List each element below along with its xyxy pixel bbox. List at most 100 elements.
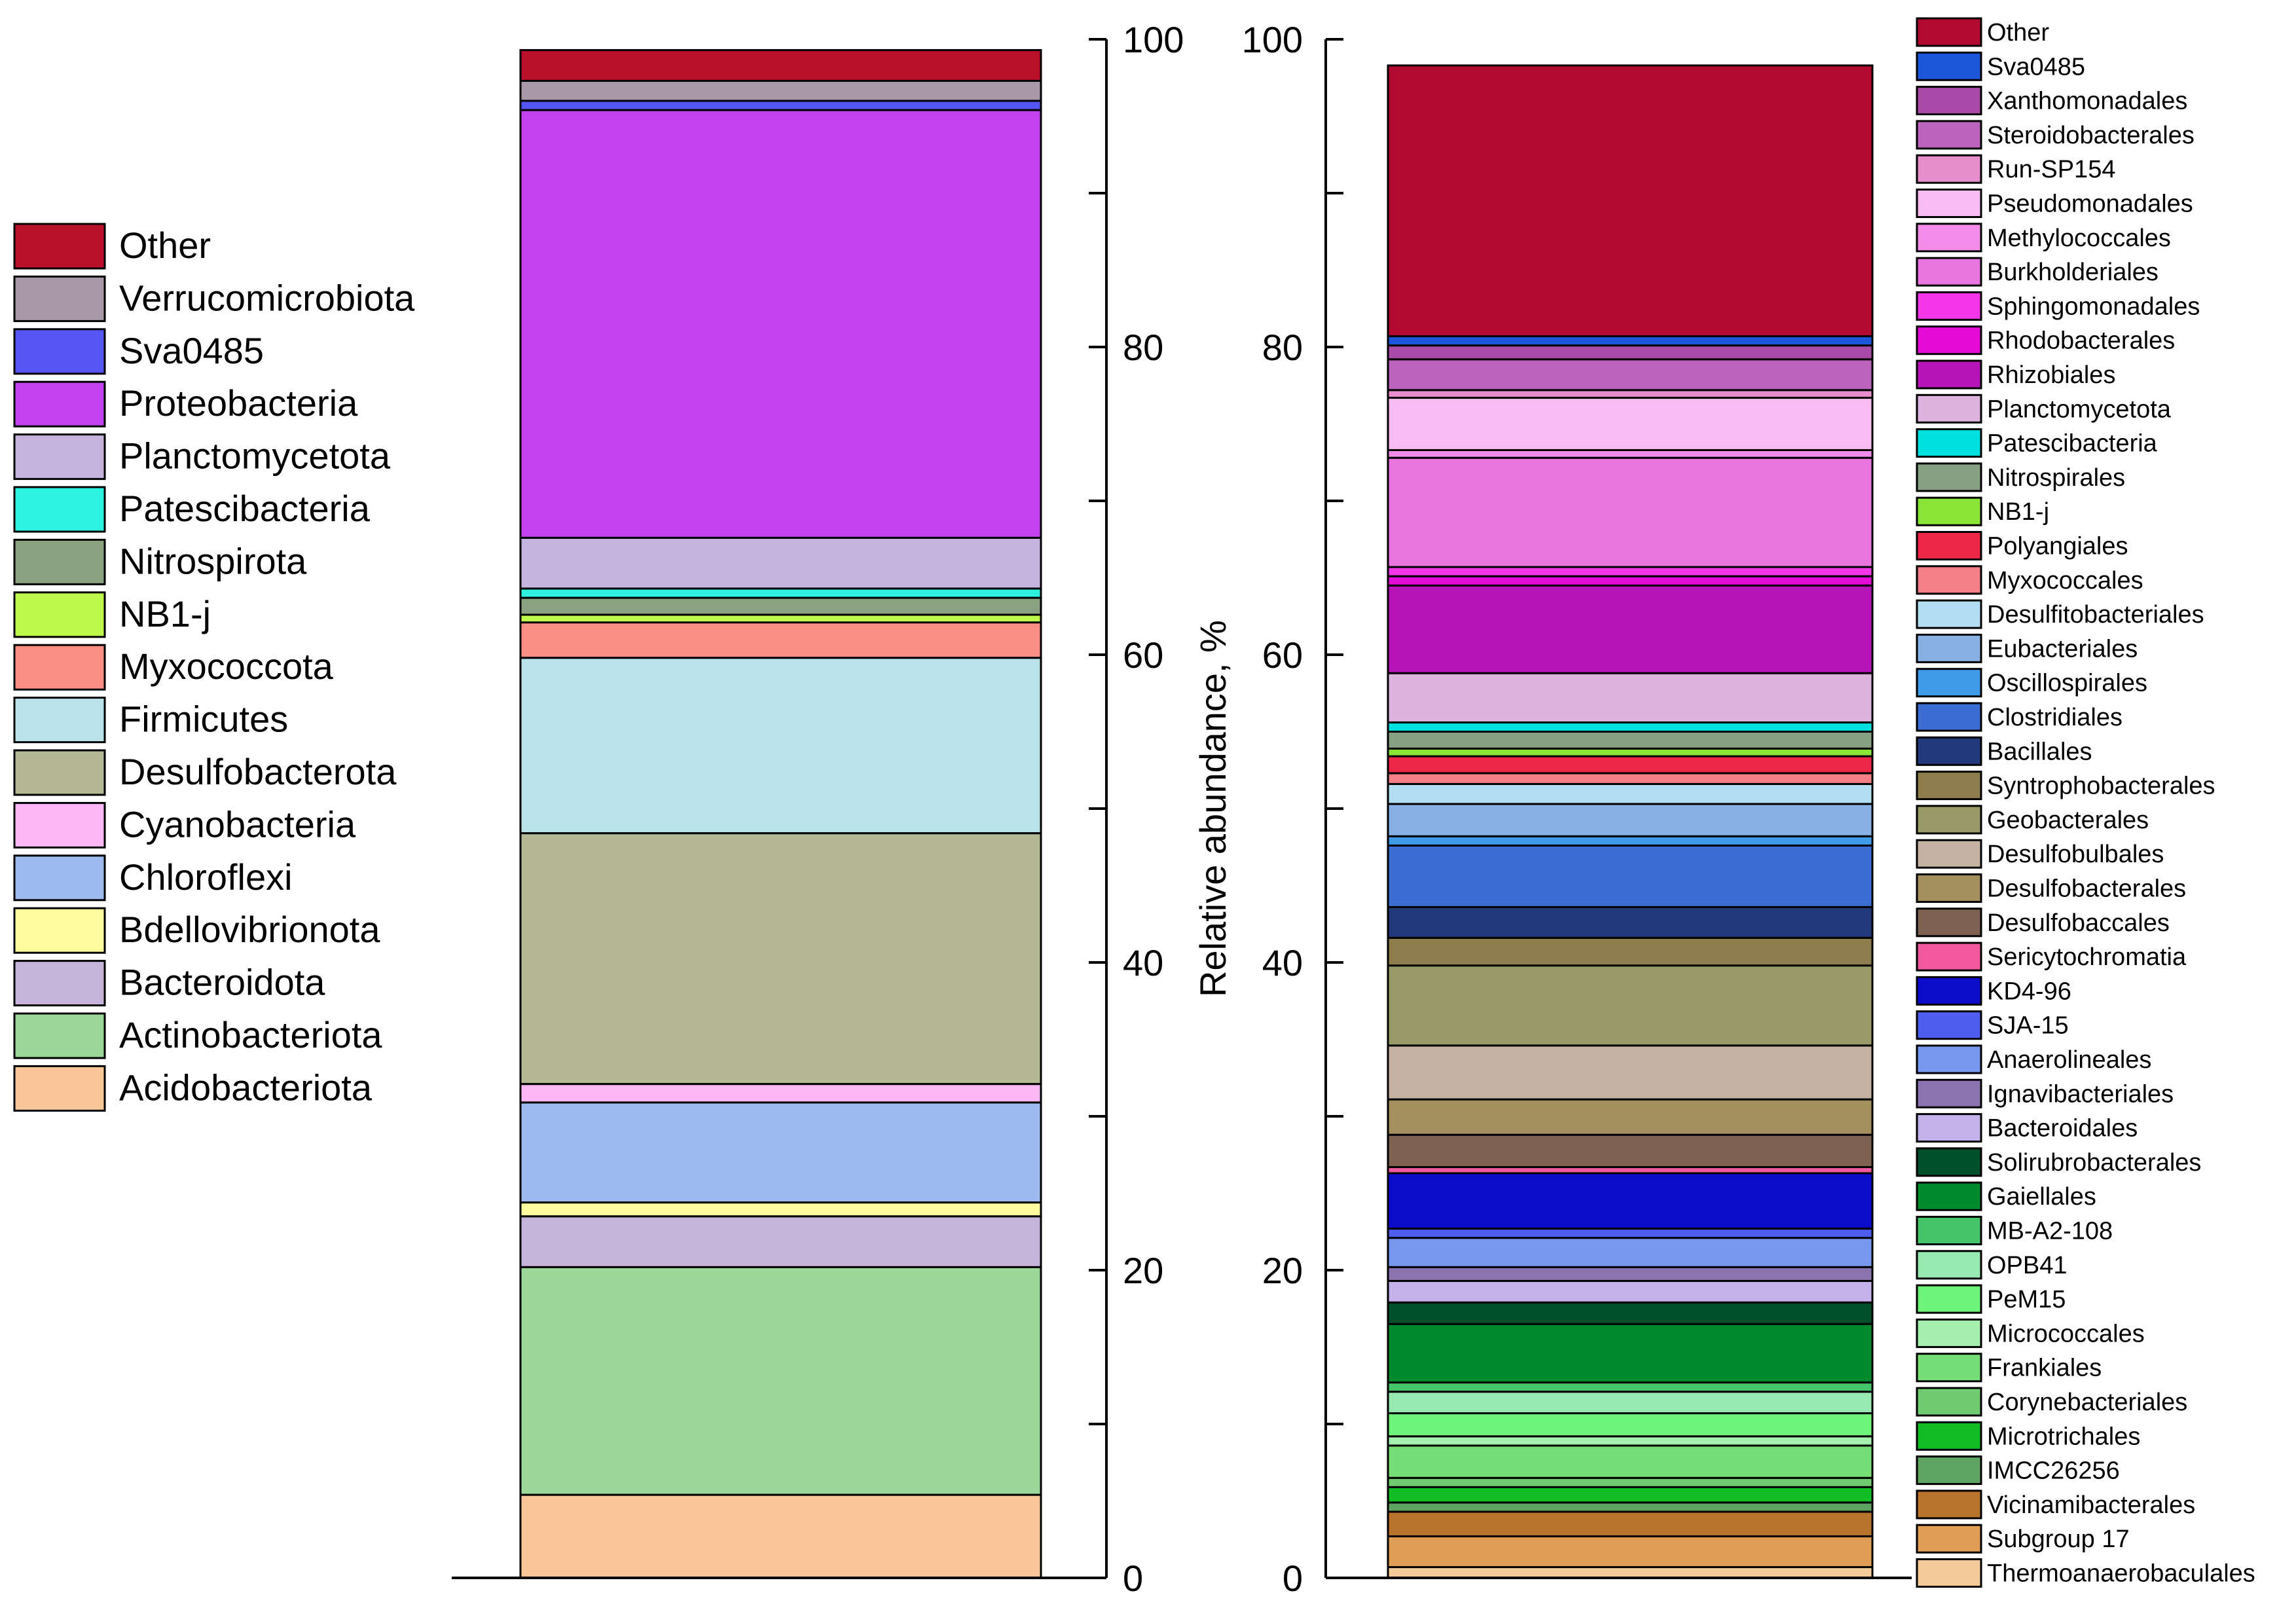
legend-label: NB1-j <box>119 593 211 634</box>
legend-label: Sericytochromatia <box>1987 943 2187 971</box>
legend-label: Solirubrobacterales <box>1987 1149 2201 1177</box>
legend-label: Frankiales <box>1987 1355 2102 1382</box>
legend-item-desulfobacterales: Desulfobacterales <box>1916 873 2186 903</box>
legend-label: Subgroup 17 <box>1987 1526 2130 1553</box>
legend-label: Bdellovibrionota <box>119 909 380 950</box>
legend-item-desulfitobacteriales: Desulfitobacteriales <box>1916 599 2204 629</box>
bar-segment-pem15 <box>1387 1412 1874 1438</box>
legend-item-corynebacteriales: Corynebacteriales <box>1916 1387 2187 1417</box>
legend-item-ignavibacteriales: Ignavibacteriales <box>1916 1078 2174 1108</box>
legend-item-sja-15: SJA-15 <box>1916 1010 2069 1040</box>
legend-swatch <box>1916 941 1982 972</box>
bar-segment-xanthomonadales <box>1387 344 1874 361</box>
legend-label: Ignavibacteriales <box>1987 1080 2174 1108</box>
legend-label: Planctomycetota <box>1987 395 2172 423</box>
legend-swatch <box>1916 1147 1982 1177</box>
legend-item-nitrospirota: Nitrospirota <box>13 538 307 585</box>
legend-label: Proteobacteria <box>119 382 358 424</box>
legend-label: KD4-96 <box>1987 978 2071 1005</box>
legend-label: Corynebacteriales <box>1987 1389 2187 1416</box>
legend-label: Syntrophobacterales <box>1987 773 2215 800</box>
legend-swatch <box>1916 86 1982 116</box>
bar-segment-rhizobiales <box>1387 584 1874 674</box>
bar-segment-eubacteriales <box>1387 803 1874 837</box>
legend-label: Other <box>1987 19 2049 46</box>
legend-swatch <box>1916 1353 1982 1383</box>
bar-segment-planctomycetota <box>519 536 1042 590</box>
stacked-bar-order <box>1387 64 1874 1579</box>
legend-swatch <box>1916 1250 1982 1280</box>
legend-label: Desulfobacterales <box>1987 875 2186 903</box>
legend-swatch <box>1916 1421 1982 1451</box>
legend-item-sericytochromatia: Sericytochromatia <box>1916 941 2187 972</box>
legend-swatch <box>1916 668 1982 698</box>
bar-segment-sphingomonadales <box>1387 566 1874 577</box>
bar-segment-nitrospirales <box>1387 731 1874 750</box>
legend-label: Sva0485 <box>119 330 264 371</box>
legend-item-desulfobulbales: Desulfobulbales <box>1916 839 2164 869</box>
bar-segment-pseudomonadales <box>1387 397 1874 451</box>
legend-swatch <box>13 907 106 954</box>
legend-swatch <box>13 538 106 585</box>
legend-swatch <box>1916 17 1982 47</box>
legend-swatch <box>13 960 106 1007</box>
legend-swatch <box>13 433 106 481</box>
legend-swatch <box>1916 1318 1982 1348</box>
bar-segment-bacteroidota <box>519 1215 1042 1268</box>
bar-segment-proteobacteria <box>519 109 1042 539</box>
legend-label: Run-SP154 <box>1987 156 2115 183</box>
legend-item-rhizobiales: Rhizobiales <box>1916 359 2115 390</box>
bar-segment-desulfobaccales <box>1387 1133 1874 1169</box>
bar-segment-myxococcales <box>1387 772 1874 785</box>
bar-segment-patescibacteria <box>1387 721 1874 733</box>
legend-item-other: Other <box>1916 17 2049 47</box>
bar-segment-burkholderiales <box>1387 456 1874 568</box>
legend-label: Thermoanaerobaculales <box>1987 1560 2255 1588</box>
bar-segment-gaiellales <box>1387 1323 1874 1384</box>
y-axis-label: Relative abundance, % <box>1192 620 1233 997</box>
legend-label: Microtrichales <box>1987 1423 2140 1450</box>
legend-label: OPB41 <box>1987 1252 2068 1279</box>
legend-item-syntrophobacterales: Syntrophobacterales <box>1916 771 2215 801</box>
legend-item-polyangiales: Polyangiales <box>1916 531 2128 560</box>
bar-segment-subgroup-17 <box>1387 1535 1874 1569</box>
bar-segment-cyanobacteria <box>519 1083 1042 1104</box>
legend-label: PeM15 <box>1987 1286 2066 1313</box>
legend-item-nb1-j: NB1-j <box>1916 496 2049 526</box>
legend-item-oscillospirales: Oscillospirales <box>1916 668 2147 698</box>
legend-swatch <box>13 591 106 638</box>
y-tick-label: 20 <box>1123 1250 1163 1291</box>
legend-swatch <box>1916 1489 1982 1520</box>
bar-segment-frankiales <box>1387 1444 1874 1479</box>
bar-segment-planctomycetota <box>1387 672 1874 723</box>
legend-label: Sphingomonadales <box>1987 293 2200 320</box>
legend-label: MB-A2-108 <box>1987 1218 2113 1245</box>
bar-segment-sva0485 <box>1387 335 1874 347</box>
bar-segment-bacillales <box>1387 905 1874 939</box>
bar-segment-anaerolineales <box>1387 1237 1874 1268</box>
legend-item-chloroflexi: Chloroflexi <box>13 854 293 902</box>
legend-swatch <box>1916 291 1982 321</box>
bar-segment-run-sp154 <box>1387 389 1874 399</box>
bar-segment-verrucomicrobiota <box>519 79 1042 102</box>
bar-segment-micrococcales <box>1387 1435 1874 1447</box>
bar-segment-solirubrobacterales <box>1387 1301 1874 1325</box>
bar-segment-geobacterales <box>1387 964 1874 1047</box>
legend-item-actinobacteriota: Actinobacteriota <box>13 1012 382 1059</box>
bar-segment-oscillospirales <box>1387 835 1874 847</box>
legend-item-planctomycetota: Planctomycetota <box>1916 393 2172 424</box>
legend-item-myxococcota: Myxococcota <box>13 644 334 691</box>
bar-segment-acidobacteriota <box>519 1493 1042 1579</box>
bar-segment-desulfobacterales <box>1387 1098 1874 1136</box>
bar-segment-other <box>1387 64 1874 338</box>
bar-segment-desulfobulbales <box>1387 1044 1874 1101</box>
legend-item-nb1-j: NB1-j <box>13 591 211 638</box>
y-axis-phylum: 0 20 40 60 80 100 <box>452 19 1184 1599</box>
y-axis-order: 0 20 40 60 80 100 <box>1242 19 1912 1599</box>
legend-label: Patescibacteria <box>119 488 371 529</box>
legend-label: Polyangiales <box>1987 533 2128 560</box>
y-tick-label: 20 <box>1262 1250 1303 1291</box>
y-tick-label: 80 <box>1123 327 1163 368</box>
legend-swatch <box>1916 1387 1982 1417</box>
legend-item-desulfobaccales: Desulfobaccales <box>1916 907 2170 938</box>
